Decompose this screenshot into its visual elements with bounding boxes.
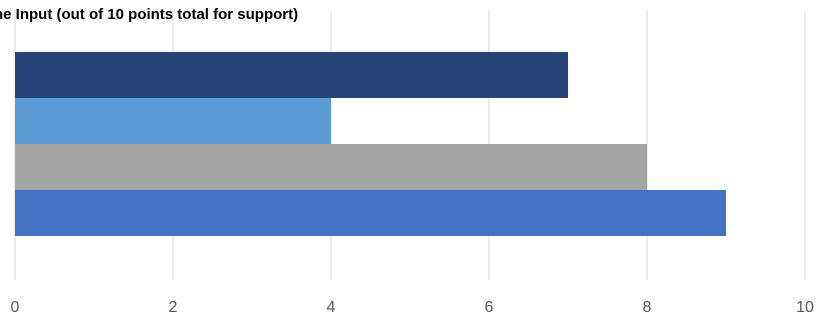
x-tick-label: 4 xyxy=(327,299,336,316)
bar-1 xyxy=(15,52,568,98)
x-tick-label: 8 xyxy=(643,299,652,316)
x-tick-label: 0 xyxy=(11,299,20,316)
bar-3 xyxy=(15,144,647,190)
bar-4 xyxy=(15,190,726,236)
x-tick-label: 6 xyxy=(485,299,494,316)
bar-2 xyxy=(15,98,331,144)
x-tick-label: 2 xyxy=(169,299,178,316)
chart-title: ne Input (out of 10 points total for sup… xyxy=(0,6,299,23)
x-tick-label: 10 xyxy=(796,299,814,316)
